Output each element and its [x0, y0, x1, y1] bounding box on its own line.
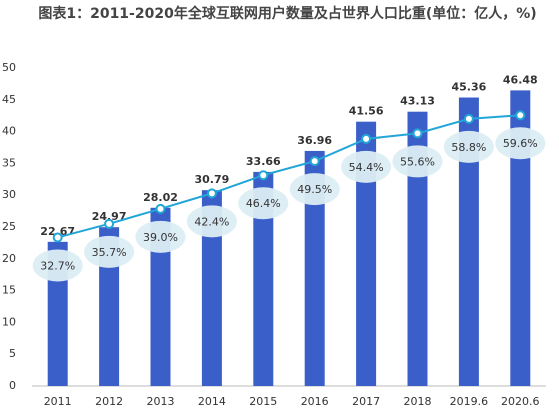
x-tick-label: 2012	[95, 395, 123, 408]
bar-label: 28.02	[143, 191, 178, 204]
y-tick-label: 25	[2, 220, 16, 233]
x-tick-label: 2013	[147, 395, 175, 408]
x-tick-label: 2018	[404, 395, 432, 408]
line-point	[258, 170, 269, 181]
line-label: 49.5%	[297, 183, 332, 196]
line-label: 55.6%	[400, 155, 435, 168]
y-tick-label: 30	[2, 188, 16, 201]
bar	[510, 90, 531, 386]
line-point	[309, 156, 320, 167]
line-point	[52, 232, 63, 243]
x-tick-label: 2016	[301, 395, 329, 408]
line-label: 42.4%	[194, 215, 229, 228]
bar-label: 43.13	[400, 95, 435, 108]
line-label: 32.7%	[40, 259, 75, 272]
bar	[201, 190, 222, 386]
line-point	[463, 113, 474, 124]
y-tick-label: 45	[2, 93, 16, 106]
y-tick-label: 35	[2, 156, 16, 169]
bar-label: 46.48	[503, 73, 538, 86]
y-tick-label: 15	[2, 284, 16, 297]
bar-label: 45.36	[452, 81, 487, 94]
label-bubble	[289, 173, 340, 206]
label-bubble	[341, 150, 392, 183]
y-tick-label: 10	[2, 315, 16, 328]
line-point	[206, 188, 217, 199]
bar-label: 36.96	[297, 134, 332, 147]
label-bubble	[238, 187, 289, 220]
x-tick-label: 2014	[198, 395, 226, 408]
label-bubble	[495, 127, 546, 160]
bar	[356, 121, 377, 386]
label-bubble	[32, 249, 83, 282]
line-label: 59.6%	[503, 137, 538, 150]
y-tick-label: 40	[2, 125, 16, 138]
bar-label: 41.56	[349, 105, 384, 118]
bar	[458, 97, 479, 386]
label-bubble	[84, 235, 135, 268]
y-tick-label: 0	[9, 379, 16, 392]
bar-label: 24.97	[92, 210, 127, 223]
bar-label: 33.66	[246, 155, 281, 168]
line-label: 39.0%	[143, 231, 178, 244]
x-tick-label: 2011	[44, 395, 72, 408]
x-tick-label: 2015	[249, 395, 277, 408]
bar-label: 30.79	[195, 173, 230, 186]
line-label: 35.7%	[92, 246, 127, 259]
x-tick-label: 2019.6	[450, 395, 489, 408]
bar	[407, 111, 428, 386]
label-bubble	[186, 205, 237, 238]
line-point	[104, 218, 115, 229]
bar	[253, 171, 274, 386]
label-bubble	[443, 130, 494, 163]
line-label: 58.8%	[451, 141, 486, 154]
label-bubble	[135, 220, 186, 253]
line-label: 54.4%	[349, 161, 384, 174]
line-point	[412, 128, 423, 139]
chart-title: 图表1：2011-2020年全球互联网用户数量及占世界人口比重(单位：亿人，%)	[38, 6, 537, 22]
x-tick-label: 2020.6	[501, 395, 540, 408]
x-tick-label: 2017	[352, 395, 380, 408]
label-bubble	[392, 145, 443, 178]
line-point	[361, 133, 372, 144]
line	[57, 114, 521, 239]
y-tick-label: 20	[2, 252, 16, 265]
line-point	[155, 203, 166, 214]
bar	[304, 150, 325, 386]
y-tick-label: 5	[9, 347, 16, 360]
y-tick-label: 50	[2, 61, 16, 74]
line-point	[515, 110, 526, 121]
line-label: 46.4%	[246, 197, 281, 210]
